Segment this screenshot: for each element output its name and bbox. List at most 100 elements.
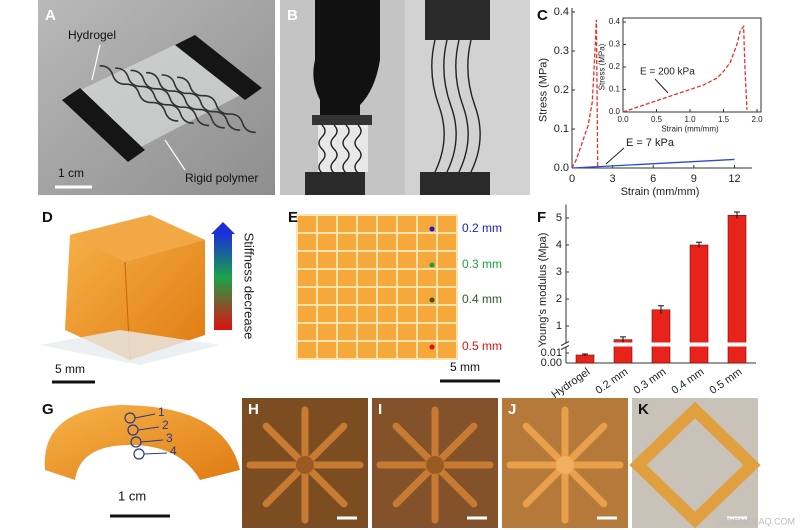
x-tick-label: 0.4 mm xyxy=(669,366,706,397)
panel-letter: E xyxy=(288,209,298,226)
strut xyxy=(301,422,348,469)
strut xyxy=(561,461,608,508)
watermark: SCIENCEAQ.COM xyxy=(718,516,795,526)
scale-label: 1 cm xyxy=(118,488,146,503)
size-dot xyxy=(429,344,435,350)
serpentine xyxy=(146,71,225,129)
y-axis-label: Stress (MPa) xyxy=(597,43,606,90)
pointer xyxy=(91,44,101,81)
error-bar xyxy=(582,353,588,356)
x-tick-label: 2.0 xyxy=(751,115,763,124)
panel-letter: H xyxy=(248,401,259,418)
stiff-bar xyxy=(214,234,232,330)
y-tick-label: 0.4 xyxy=(554,6,569,18)
x-tick-label: 0.5 xyxy=(651,115,663,124)
marker-line xyxy=(143,452,168,455)
marker-line xyxy=(137,426,160,431)
grip xyxy=(305,172,365,195)
scale-label: 5 mm xyxy=(450,360,480,374)
stretched xyxy=(431,39,445,173)
strut xyxy=(262,461,309,508)
size-label: 0.2 mm xyxy=(462,221,502,235)
marker-line xyxy=(134,413,156,419)
panel-letter: D xyxy=(42,209,53,226)
label: Hydrogel xyxy=(68,28,116,42)
strut xyxy=(392,461,439,508)
x-tick-label: 0.0 xyxy=(617,115,629,124)
size-label: 0.3 mm xyxy=(462,257,502,271)
marker-line xyxy=(140,439,164,443)
marker-label: 1 xyxy=(158,405,165,419)
size-dot xyxy=(429,226,435,232)
inset-frame xyxy=(622,17,762,113)
serpentine xyxy=(130,69,210,127)
y-tick-label: 0.01 xyxy=(541,347,562,359)
serpentine xyxy=(354,124,362,174)
x-tick-label: 0.5 mm xyxy=(707,366,744,397)
strut xyxy=(262,422,309,469)
x-tick-label: 9 xyxy=(691,173,697,185)
label: Rigid polymer xyxy=(185,171,258,185)
strut xyxy=(561,422,608,469)
bar xyxy=(651,309,671,364)
y-tick-label: 0.1 xyxy=(609,85,621,94)
pointer xyxy=(164,139,186,171)
arch xyxy=(44,405,240,480)
y-tick-label: 0.0 xyxy=(554,162,569,174)
x-tick-label: Hydrogel xyxy=(549,366,592,401)
x-tick-label: 0.2 mm xyxy=(593,366,630,397)
stretched xyxy=(467,39,481,173)
strut-frame xyxy=(629,401,761,529)
x-tick-label: 0 xyxy=(569,173,575,185)
rigid-bar xyxy=(62,88,145,162)
cube xyxy=(65,215,205,360)
annotation-arrow xyxy=(605,147,625,165)
line-series xyxy=(622,24,748,113)
y-tick-label: 2 xyxy=(556,293,562,305)
y-tick-label: 0.3 xyxy=(554,45,569,57)
serpentine xyxy=(342,124,350,174)
marker xyxy=(133,448,145,460)
y-tick-label: 3 xyxy=(556,266,562,278)
strut xyxy=(301,461,348,508)
grip xyxy=(313,0,380,120)
panel-letter: C xyxy=(537,7,548,24)
x-axis-label: Strain (mm/mm) xyxy=(661,125,719,134)
node xyxy=(426,456,444,474)
grip xyxy=(425,0,490,40)
annotation-arrow xyxy=(654,78,669,94)
marker-label: 2 xyxy=(162,418,169,432)
x-tick-label: 1.0 xyxy=(684,115,696,124)
strut xyxy=(392,422,439,469)
panel-letter: F xyxy=(537,209,546,226)
annotation: E = 7 kPa xyxy=(626,137,675,149)
size-dot xyxy=(429,297,435,303)
x-tick-label: 3 xyxy=(610,173,616,185)
serpentine xyxy=(330,124,338,174)
line-series xyxy=(571,158,735,169)
serpentine xyxy=(115,67,194,124)
y-axis-label: Stress (MPa) xyxy=(537,58,549,122)
y-tick-label: 5 xyxy=(556,212,562,224)
serpentine xyxy=(99,65,179,122)
glass xyxy=(40,330,220,365)
panel-letter: J xyxy=(508,401,516,418)
y-tick-label: 0.3 xyxy=(609,40,621,49)
size-dot xyxy=(429,262,435,268)
size-label: 0.5 mm xyxy=(462,339,502,353)
y-tick-label: 0.0 xyxy=(609,107,621,116)
y-tick-label: 0.4 xyxy=(609,17,621,26)
strut xyxy=(431,422,478,469)
error-bar xyxy=(620,336,626,343)
x-tick-label: 6 xyxy=(650,173,656,185)
x-tick-label: 1.5 xyxy=(718,115,730,124)
scale-label: 5 mm xyxy=(55,362,85,376)
panel-letter: K xyxy=(638,401,649,418)
strut xyxy=(522,422,569,469)
x-tick-label: 12 xyxy=(728,173,740,185)
axis-break-mark xyxy=(560,341,570,350)
line-series xyxy=(571,19,599,169)
panel-letter: B xyxy=(287,7,298,24)
panel-letter: I xyxy=(378,401,382,418)
